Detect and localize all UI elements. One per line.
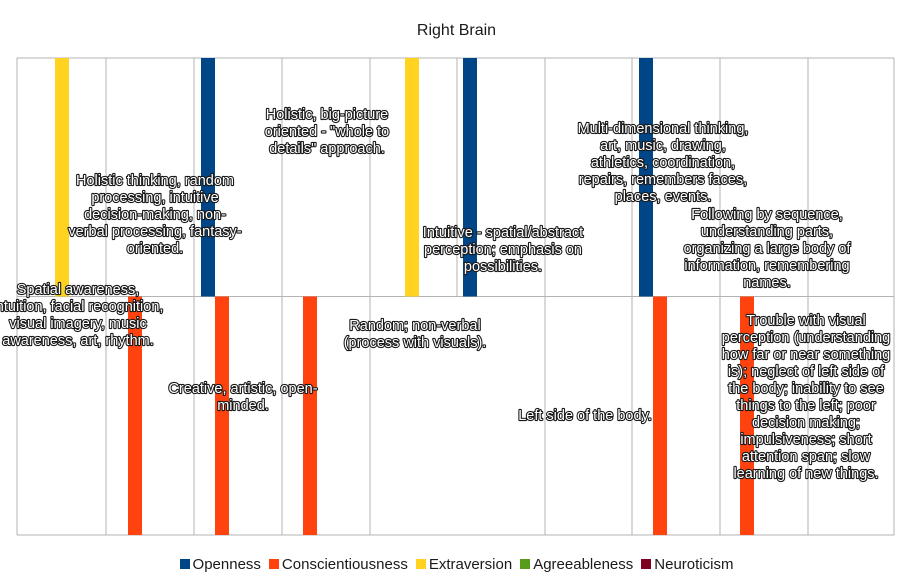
chart-plot: Holistic thinking, random processing, int… <box>0 57 895 536</box>
category-label: Trouble with visual perception (understan… <box>722 313 890 482</box>
category-label: Random; non-verbal (process with visuals)… <box>344 318 487 351</box>
legend-swatch <box>179 559 190 569</box>
legend-label: Neuroticism <box>654 556 734 573</box>
category-labels: Holistic thinking, random processing, int… <box>0 106 891 483</box>
legend-swatch <box>520 559 531 569</box>
chart-title: Right Brain <box>416 22 497 39</box>
bar-conscientiousness <box>303 296 317 535</box>
legend-swatch <box>415 559 426 569</box>
legend-label: Openness <box>192 556 261 573</box>
category-label: Creative, artistic, open-minded. <box>168 381 317 414</box>
legend-label: Agreeableness <box>533 556 634 573</box>
bar-openness <box>463 58 477 297</box>
legend-swatch <box>641 559 652 569</box>
legend-entry: Agreeableness <box>520 556 633 573</box>
category-label: Spatial awareness, intuition, facial reco… <box>0 282 163 349</box>
bar-conscientiousness <box>653 296 667 535</box>
legend-swatch <box>268 559 279 569</box>
bar-extraversion <box>405 58 419 297</box>
category-label: Left side of the body. <box>518 408 652 424</box>
category-label: Holistic thinking, random processing, int… <box>68 173 241 257</box>
bars <box>55 58 754 535</box>
legend: Openness Conscientiousness Extraversion Agr… <box>0 556 913 573</box>
bar-openness <box>201 58 215 297</box>
category-label: Multi-dimensional thinking, art, music, d… <box>578 121 749 205</box>
legend-entry: Neuroticism <box>641 556 733 573</box>
bar-openness <box>639 58 653 297</box>
legend-entry: Conscientiousness <box>268 556 408 573</box>
legend-entry: Extraversion <box>415 556 513 573</box>
category-label: Holistic, big-picture oriented - "whole t… <box>265 107 389 157</box>
bar-conscientiousness <box>128 296 142 535</box>
category-label: Intuitive - spatial/abstract perception; … <box>423 225 583 275</box>
bar-conscientiousness <box>740 296 754 535</box>
bar-conscientiousness <box>215 296 229 535</box>
legend-label: Extraversion <box>428 556 513 573</box>
bar-extraversion <box>55 58 69 297</box>
category-label: Following by sequence, understanding part… <box>684 207 852 291</box>
legend-entry: Openness <box>179 556 261 573</box>
legend-label: Conscientiousness <box>281 556 408 573</box>
